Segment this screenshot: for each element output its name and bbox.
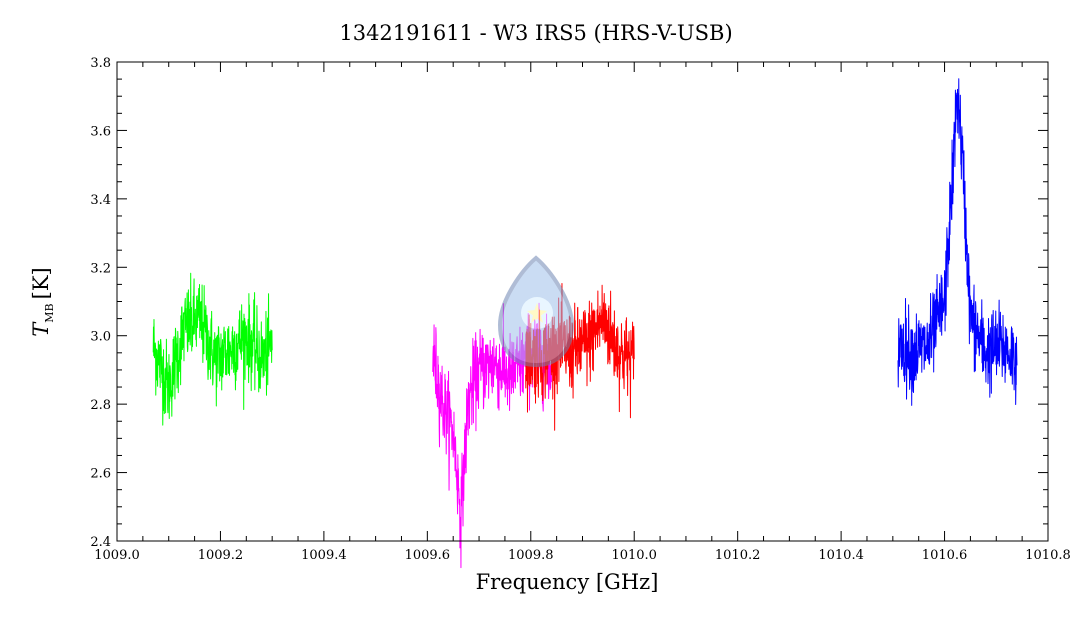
y-axis-label-symbol: T: [29, 321, 53, 337]
x-tick-label: 1010.6: [922, 548, 968, 563]
chart-title: 1342191611 - W3 IRS5 (HRS-V-USB): [339, 21, 732, 45]
y-axis-label: TMB [K]: [29, 267, 56, 336]
y-tick-label: 2.6: [90, 467, 111, 482]
y-tick-label: 3.2: [90, 261, 111, 276]
x-tick-label: 1009.4: [301, 548, 347, 563]
series-line-1: [152, 272, 273, 426]
x-tick-label: 1010.2: [715, 548, 761, 563]
x-tick-label: 1010.8: [1025, 548, 1071, 563]
x-tick-label: 1009.6: [405, 548, 451, 563]
y-tick-label: 3.8: [90, 56, 111, 71]
y-axis-label-unit: [K]: [29, 267, 53, 299]
series-line-4: [897, 78, 1018, 406]
y-tick-label: 3.0: [90, 330, 111, 345]
x-tick-label: 1009.0: [94, 548, 140, 563]
y-tick-label: 2.4: [90, 535, 111, 550]
y-axis-label-subscript: MB: [43, 303, 56, 322]
x-tick-label: 1010.0: [611, 548, 657, 563]
tick-labels-layer: 1009.0 1009.2 1009.4 1009.6 1009.8 1010.0 1010…: [90, 56, 1070, 563]
x-tick-label: 1009.8: [508, 548, 554, 563]
y-tick-label: 3.4: [90, 193, 111, 208]
x-tick-label: 1009.2: [198, 548, 244, 563]
ticks-layer: [116, 61, 1049, 542]
x-axis-label: Frequency [GHz]: [476, 570, 659, 594]
watermark-star-icon: [527, 303, 547, 323]
x-tick-label: 1010.4: [818, 548, 864, 563]
y-tick-label: 3.6: [90, 124, 111, 139]
watermark-logo: [497, 255, 575, 368]
y-tick-label: 2.8: [90, 398, 111, 413]
